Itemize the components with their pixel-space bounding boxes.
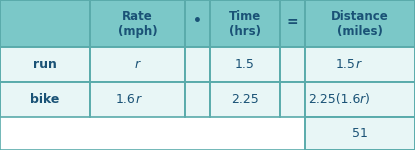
Text: Time
(hrs): Time (hrs): [229, 9, 261, 38]
Text: 1.5: 1.5: [235, 58, 255, 71]
Bar: [305, 82, 415, 117]
Bar: [185, 82, 210, 117]
Bar: [280, 0, 305, 47]
Text: •: •: [193, 15, 202, 28]
Text: 51: 51: [352, 127, 368, 140]
Text: bike: bike: [30, 93, 60, 106]
Bar: [280, 47, 305, 82]
Text: r: r: [356, 58, 361, 71]
Bar: [185, 0, 210, 47]
Text: 2.25: 2.25: [231, 93, 259, 106]
Text: r: r: [360, 93, 365, 106]
Text: ): ): [365, 93, 370, 106]
Text: r: r: [136, 93, 141, 106]
Bar: [0, 0, 90, 47]
Text: Rate
(mph): Rate (mph): [118, 9, 157, 38]
Bar: [90, 82, 185, 117]
Bar: [305, 0, 415, 47]
Bar: [210, 82, 280, 117]
Text: =: =: [287, 15, 298, 30]
Bar: [185, 47, 210, 82]
Bar: [280, 82, 305, 117]
Text: 2.25(1.6: 2.25(1.6: [308, 93, 360, 106]
Bar: [0, 82, 90, 117]
Text: 1.5: 1.5: [336, 58, 356, 71]
Bar: [90, 47, 185, 82]
Bar: [0, 117, 305, 150]
Text: 1.6: 1.6: [116, 93, 136, 106]
Bar: [90, 0, 185, 47]
Bar: [0, 0, 415, 47]
Text: run: run: [33, 58, 57, 71]
Bar: [210, 47, 280, 82]
Text: r: r: [135, 58, 140, 71]
Text: Distance
(miles): Distance (miles): [331, 9, 389, 38]
Bar: [305, 47, 415, 82]
Bar: [0, 47, 90, 82]
Bar: [210, 0, 280, 47]
Bar: [305, 117, 415, 150]
